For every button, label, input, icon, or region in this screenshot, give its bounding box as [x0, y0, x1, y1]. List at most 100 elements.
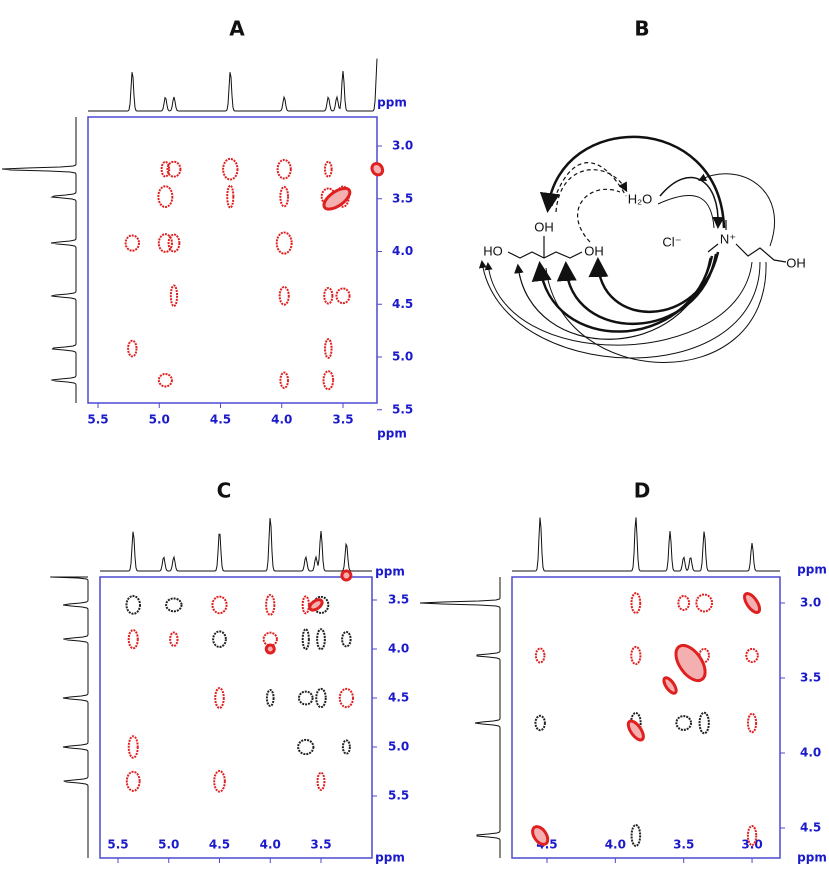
cross-peak	[275, 231, 293, 255]
projection	[88, 58, 378, 112]
cross-peak	[675, 715, 693, 731]
projection	[100, 518, 372, 572]
cross-peak	[316, 771, 326, 791]
cross-peak	[534, 714, 546, 732]
cross-peak	[127, 339, 138, 358]
cross-peak	[166, 160, 182, 178]
cross-peak	[213, 769, 226, 793]
cross-peak	[265, 593, 276, 616]
plot-frame	[99, 576, 373, 859]
atom-label: OH	[584, 243, 604, 258]
plot-frame	[87, 116, 378, 404]
noe-arrow	[531, 255, 714, 333]
cross-peak	[157, 233, 173, 253]
cross-peak	[167, 233, 181, 253]
y-tick-label: 5.5	[392, 402, 413, 416]
atom-label: N⁺	[720, 231, 736, 246]
cross-peak	[127, 629, 139, 650]
panel-label: C	[217, 479, 232, 503]
cross-peak	[169, 631, 179, 647]
diagonal-peak	[322, 186, 352, 211]
noe-arrow	[545, 261, 767, 363]
y-tick-label: 4.5	[388, 691, 409, 705]
x-tick-label: 5.0	[158, 838, 179, 852]
axis-unit: ppm	[797, 851, 827, 865]
x-tick-label: 3.5	[332, 413, 353, 427]
y-tick-label: 3.0	[800, 596, 821, 610]
panel-label: A	[229, 17, 245, 41]
noe-arrow	[551, 162, 627, 207]
projection	[1, 117, 77, 403]
cross-peak	[630, 824, 642, 847]
projection	[512, 517, 780, 572]
projection	[50, 576, 89, 858]
panel-label: B	[634, 17, 649, 41]
cross-peak	[324, 338, 333, 359]
cross-peak	[169, 284, 179, 308]
noe-arrow	[698, 173, 776, 247]
atom-label: H₂O	[628, 191, 653, 206]
y-tick-label: 4.0	[392, 244, 413, 258]
cross-peak	[630, 592, 642, 614]
cross-peak	[341, 630, 352, 648]
diagonal-peak	[674, 643, 707, 683]
axis-unit: ppm	[375, 851, 405, 865]
x-tick-label: 4.0	[271, 413, 292, 427]
axis-unit: ppm	[377, 96, 407, 110]
noe-arrow	[514, 257, 711, 340]
cross-peak	[341, 739, 351, 755]
y-tick-label: 4.5	[800, 821, 821, 835]
axis-unit: ppm	[375, 565, 405, 579]
cross-peak	[226, 184, 235, 209]
axis-unit: ppm	[797, 563, 827, 577]
noe-arrow	[556, 253, 718, 325]
cross-peak	[157, 185, 174, 209]
x-tick-label: 4.0	[605, 838, 626, 852]
atom-label: OH	[534, 219, 554, 234]
diagonal-peak	[626, 719, 645, 742]
diagonal-peak	[264, 643, 276, 655]
cross-peak	[746, 712, 758, 734]
cross-peak	[276, 158, 292, 180]
cross-peak	[211, 595, 228, 615]
glycerol-bond	[507, 251, 583, 259]
panel-label: D	[634, 479, 651, 503]
noe-arrow	[484, 261, 753, 346]
structure-panel: B HO OH OH H₂O Cl⁻ N⁺ OH	[478, 17, 806, 363]
diagonal-peak	[662, 676, 678, 695]
choline-bond	[707, 220, 787, 263]
diagonal-peak	[308, 598, 324, 612]
cross-peak	[222, 157, 239, 181]
cross-peak	[297, 690, 314, 706]
cross-peak	[630, 645, 642, 666]
cross-peak	[279, 371, 289, 389]
x-tick-label: 3.0	[741, 838, 762, 852]
x-tick-label: 4.0	[260, 838, 281, 852]
y-tick-label: 5.0	[392, 350, 413, 364]
cross-peak	[127, 735, 139, 759]
noe-arrow	[659, 176, 725, 229]
cross-peak	[322, 370, 335, 391]
cross-peak	[630, 711, 642, 735]
noe-arrow	[555, 169, 628, 213]
cross-peak	[677, 594, 691, 612]
x-tick-label: 5.5	[87, 413, 108, 427]
cross-peak	[301, 628, 310, 651]
cross-peak	[338, 687, 354, 709]
cross-peak	[745, 647, 759, 664]
noe-arrow	[478, 260, 761, 359]
x-tick-label: 4.5	[210, 413, 231, 427]
noe-arrow	[577, 188, 621, 243]
cross-peak	[212, 630, 227, 648]
y-tick-label: 3.5	[800, 671, 821, 685]
noe-arrow	[539, 135, 726, 229]
x-tick-label: 4.5	[209, 838, 230, 852]
atom-label: HO	[483, 243, 503, 258]
cross-peak	[125, 595, 141, 615]
x-tick-label: 3.5	[673, 838, 694, 852]
cross-peak	[698, 647, 710, 664]
cross-peak	[157, 372, 173, 388]
cross-peak	[534, 647, 546, 664]
